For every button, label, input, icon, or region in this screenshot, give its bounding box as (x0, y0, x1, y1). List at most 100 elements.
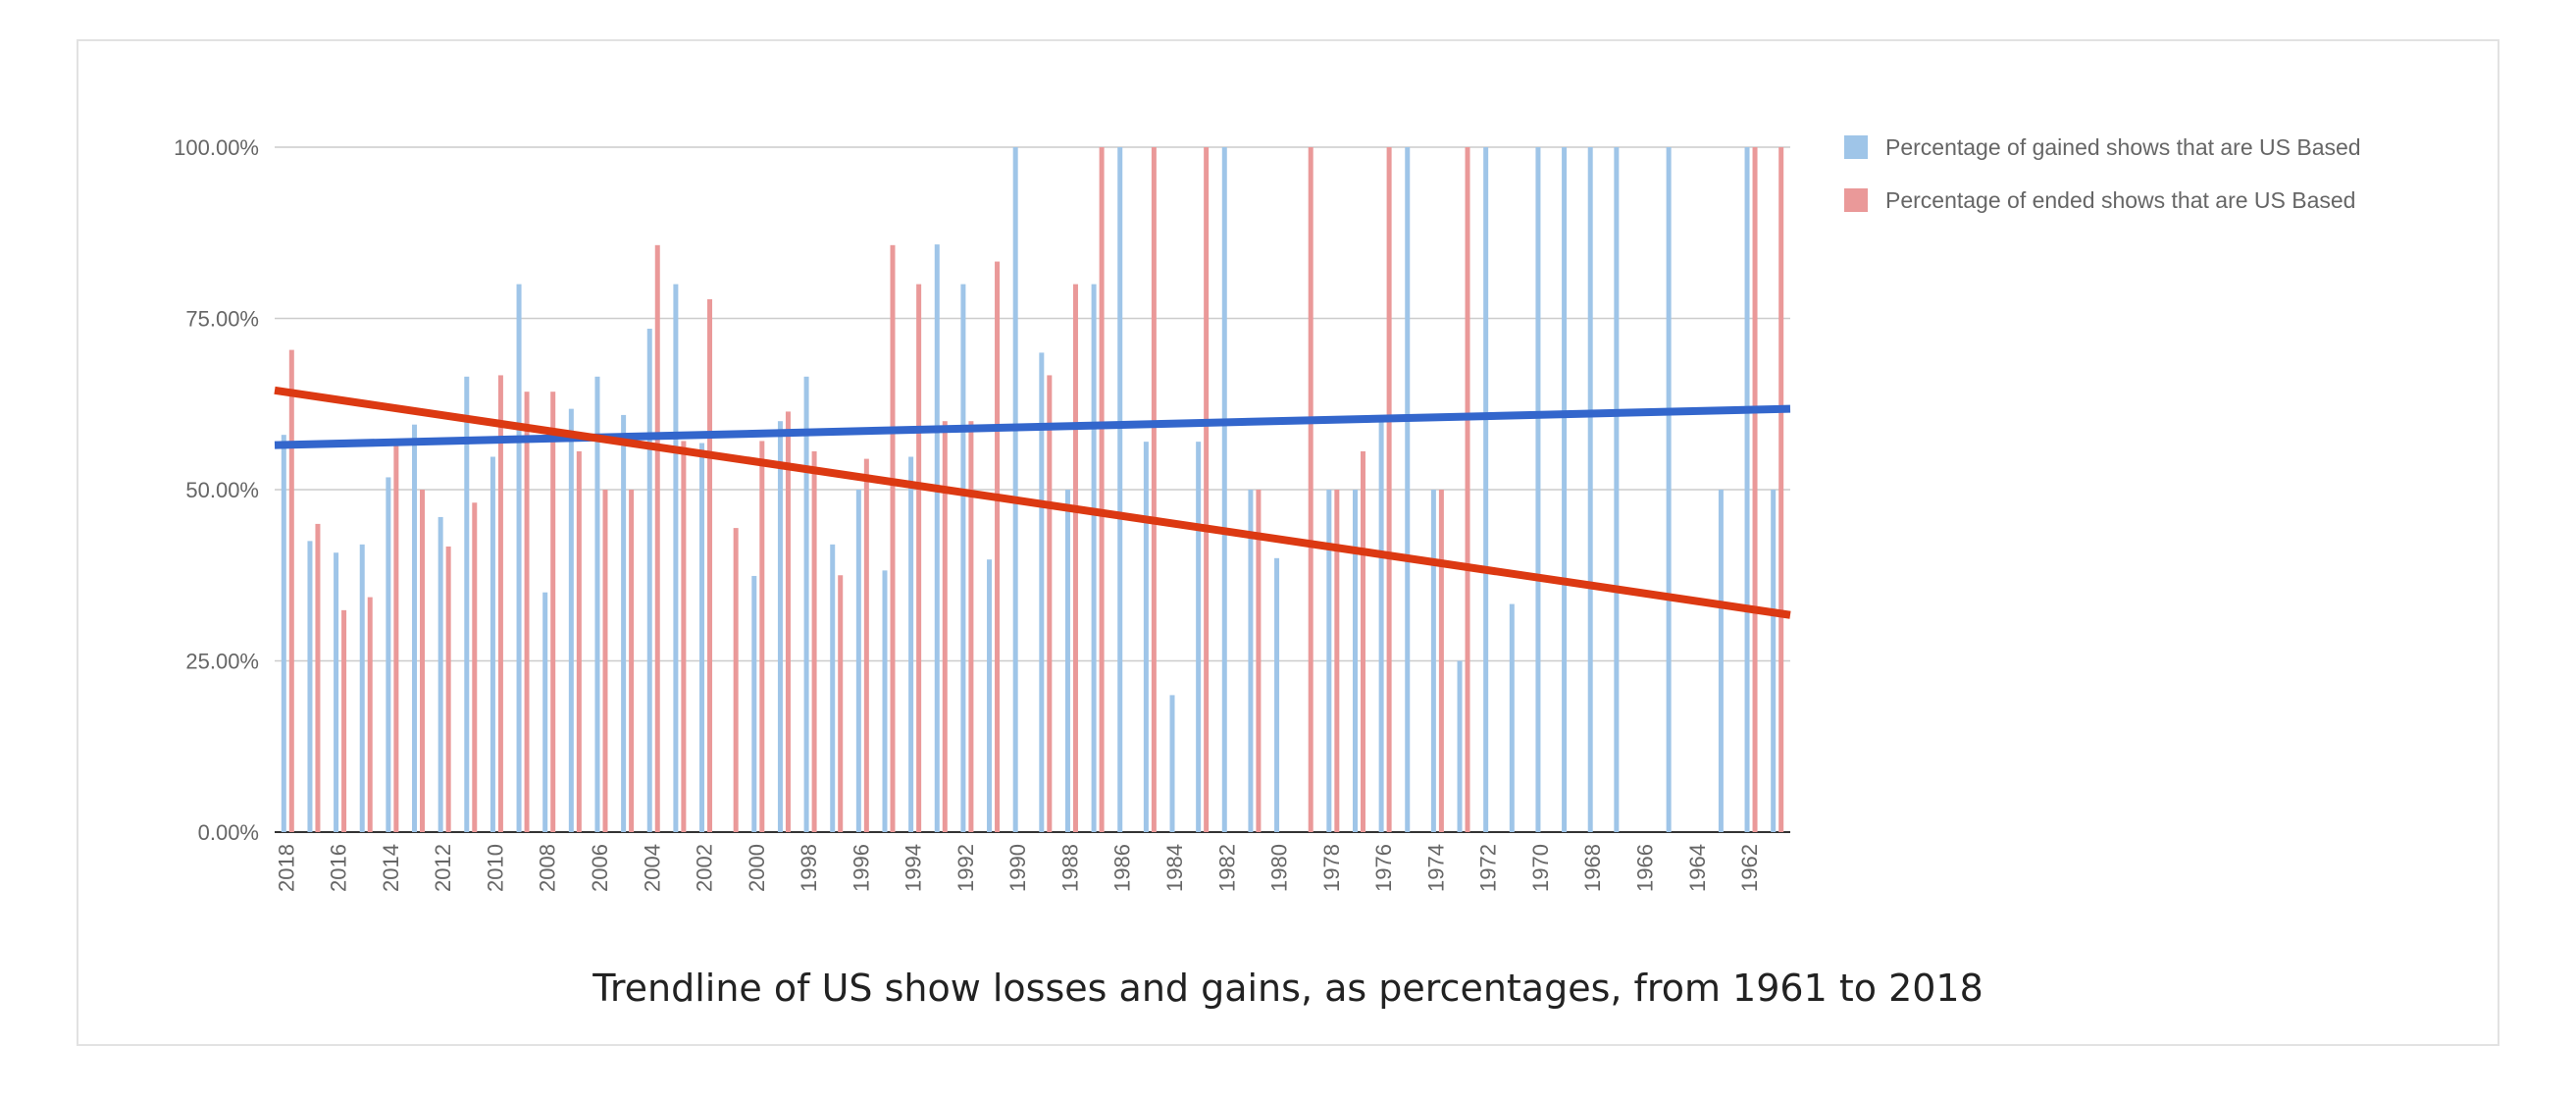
x-tick-label: 1976 (1371, 844, 1396, 892)
bar-ended (445, 546, 451, 832)
bar-gained (594, 376, 600, 832)
bar-gained (1169, 695, 1175, 832)
bars (281, 147, 1784, 833)
bar-gained (307, 541, 313, 832)
y-tick-label: 75.00% (185, 307, 259, 332)
bar-gained (751, 575, 757, 832)
bar-gained (646, 328, 652, 833)
trendline-gained (274, 404, 1791, 449)
legend-swatch (1844, 135, 1868, 159)
x-tick-label: 2004 (640, 844, 664, 892)
bar-gained (803, 376, 809, 832)
bar-ended (1752, 147, 1758, 832)
x-tick-label: 1974 (1423, 844, 1448, 892)
bar-gained (489, 456, 495, 832)
x-tick-label: 2000 (745, 844, 769, 892)
y-tick-label: 50.00% (185, 478, 259, 502)
bar-ended (288, 349, 294, 832)
x-tick-label: 2014 (379, 844, 403, 892)
x-tick-label: 1962 (1737, 844, 1762, 892)
bar-gained (830, 544, 836, 832)
bar-ended (602, 490, 608, 832)
bar-ended (420, 490, 426, 832)
x-tick-label: 1968 (1580, 844, 1605, 892)
y-tick-label: 100.00% (174, 135, 259, 160)
x-tick-label: 1980 (1267, 844, 1292, 892)
bar-gained (1064, 490, 1070, 832)
bar-ended (890, 244, 896, 833)
bar-ended (472, 502, 478, 832)
bar-gained (1744, 147, 1750, 832)
x-tick-label: 1984 (1162, 844, 1187, 892)
bar-gained (568, 408, 574, 832)
bar-gained (1091, 284, 1097, 833)
bar-gained (908, 456, 914, 832)
x-tick-label: 2010 (483, 844, 507, 892)
bar-ended (629, 490, 635, 832)
bar-ended (341, 609, 347, 832)
x-tick-label: 1998 (797, 844, 821, 892)
bar-gained (464, 376, 470, 832)
bar-gained (1248, 490, 1254, 832)
bar-gained (1509, 603, 1515, 832)
trendlines (274, 386, 1791, 619)
bar-ended (1072, 284, 1078, 833)
bar-gained (699, 443, 705, 832)
legend-label: Percentage of ended shows that are US Ba… (1885, 187, 2355, 213)
legend: Percentage of gained shows that are US B… (1844, 134, 2361, 213)
bar-gained (1012, 147, 1018, 832)
bar-gained (673, 284, 679, 833)
bar-gained (281, 435, 286, 832)
x-tick-label: 2008 (536, 844, 560, 892)
bar-ended (1386, 147, 1392, 832)
bar-ended (785, 411, 791, 832)
x-tick-label: 1982 (1214, 844, 1239, 892)
bar-gained (1718, 490, 1724, 832)
legend-swatch (1844, 188, 1868, 212)
bar-gained (1274, 557, 1280, 832)
bar-ended (1047, 375, 1053, 832)
bar-gained (1117, 147, 1123, 832)
bar-ended (1334, 490, 1340, 832)
bar-gained (412, 424, 418, 832)
bar-gained (1771, 490, 1777, 832)
bar-ended (759, 441, 765, 832)
bar-gained (1196, 442, 1202, 832)
bar-gained (438, 516, 443, 832)
bar-gained (882, 570, 888, 832)
bar-gained (1143, 442, 1149, 832)
bar-gained (1535, 147, 1541, 832)
bar-gained (1430, 490, 1436, 832)
bar-gained (1221, 147, 1227, 832)
bar-gained (934, 244, 940, 833)
bar-gained (516, 284, 522, 833)
bar-ended (733, 528, 739, 832)
x-tick-label: 1978 (1319, 844, 1344, 892)
bar-ended (1204, 147, 1210, 832)
bar-gained (855, 490, 861, 832)
bar-ended (1360, 450, 1365, 832)
bar-gained (1378, 421, 1384, 832)
bar-ended (393, 444, 399, 832)
y-axis-ticks: 0.00% 25.00% 50.00% 75.00% 100.00% (174, 135, 259, 845)
x-tick-label: 1986 (1110, 844, 1135, 892)
bar-gained (1039, 352, 1045, 832)
bar-ended (524, 392, 530, 832)
x-tick-label: 1972 (1476, 844, 1501, 892)
bar-gained (1405, 147, 1411, 832)
x-tick-label: 1996 (849, 844, 873, 892)
bar-gained (542, 592, 548, 832)
y-tick-label: 0.00% (198, 820, 259, 845)
x-tick-label: 1966 (1632, 844, 1657, 892)
x-tick-label: 1964 (1685, 844, 1710, 892)
bar-ended (1778, 147, 1784, 832)
bar-gained (777, 421, 783, 832)
bar-ended (1308, 147, 1314, 832)
x-axis-ticks: 2018 2016 2014 2012 2010 2008 2006 2004 2002 2000… (274, 844, 1762, 892)
bar-ended (863, 458, 869, 832)
bar-gained (960, 284, 966, 833)
bar-ended (707, 298, 713, 832)
bar-ended (995, 261, 1001, 832)
bar-ended (681, 441, 687, 832)
x-tick-label: 1988 (1057, 844, 1082, 892)
